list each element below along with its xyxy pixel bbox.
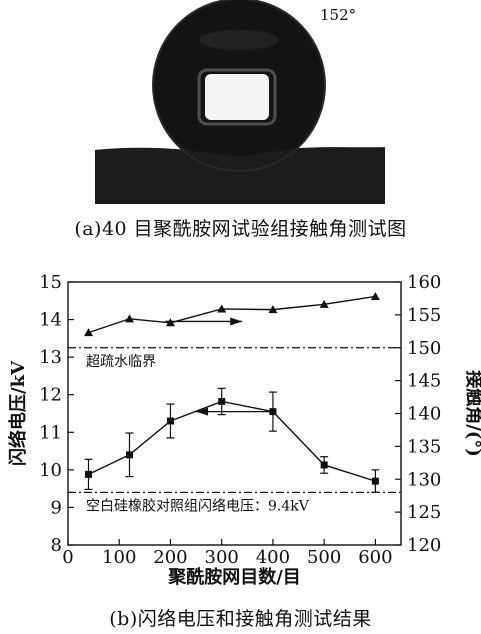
data-point-triangle (165, 318, 175, 327)
data-point-triangle (268, 305, 278, 314)
data-point-triangle (217, 304, 227, 313)
reference-label: 空白硅橡胶对照组闪络电压：9.4kV (86, 497, 310, 514)
y-right-tick-label: 160 (407, 272, 441, 293)
y-right-axis-title: 接触角/(°) (463, 370, 481, 457)
y-left-tick-label: 9 (51, 497, 62, 518)
arrow-head (196, 407, 209, 416)
series-line (88, 295, 376, 334)
data-point-triangle (370, 291, 380, 300)
y-left-tick-label: 15 (39, 272, 62, 293)
contact-angle-label: 152° (320, 6, 357, 24)
data-point-square (84, 470, 92, 478)
y-left-axis-title: 闪络电压/kV (7, 360, 29, 466)
data-point-square (166, 417, 174, 425)
arrow-head (230, 317, 243, 326)
data-point-triangle (124, 314, 134, 323)
x-tick-label: 300 (205, 547, 239, 568)
series-line (88, 400, 376, 482)
x-tick-label: 100 (102, 547, 136, 568)
data-point-square (125, 451, 133, 459)
x-tick-label: 200 (153, 547, 187, 568)
reference-label: 超疏水临界 (86, 354, 156, 370)
droplet-photo (95, 0, 385, 204)
y-right-tick-label: 120 (407, 535, 441, 556)
caption-b: (b)闪络电压和接触角测试结果 (109, 608, 372, 630)
x-axis-title: 聚酰胺网目数/目 (167, 566, 301, 588)
y-left-tick-label: 10 (39, 460, 62, 481)
x-tick-label: 0 (62, 547, 73, 568)
y-left-tick-label: 13 (39, 347, 62, 368)
y-right-tick-label: 145 (407, 371, 441, 392)
x-tick-label: 400 (256, 547, 290, 568)
data-point-square (269, 408, 277, 416)
caption-a: (a)40 目聚酰胺网试验组接触角测试图 (74, 218, 407, 240)
y-right-tick-label: 135 (407, 436, 441, 457)
y-right-tick-label: 155 (407, 305, 441, 326)
data-point-triangle (83, 328, 93, 337)
y-left-tick-label: 14 (39, 310, 62, 331)
y-right-tick-label: 150 (407, 338, 441, 359)
data-point-square (320, 461, 328, 469)
y-left-tick-label: 11 (39, 422, 62, 443)
x-tick-label: 600 (358, 547, 392, 568)
data-point-square (371, 477, 379, 485)
y-right-tick-label: 140 (407, 404, 441, 425)
y-left-tick-label: 8 (51, 535, 62, 556)
y-left-tick-label: 12 (39, 385, 62, 406)
data-point-triangle (319, 299, 329, 308)
y-right-tick-label: 130 (407, 469, 441, 490)
x-tick-label: 500 (307, 547, 341, 568)
data-point-square (218, 397, 226, 405)
y-right-tick-label: 125 (407, 502, 441, 523)
